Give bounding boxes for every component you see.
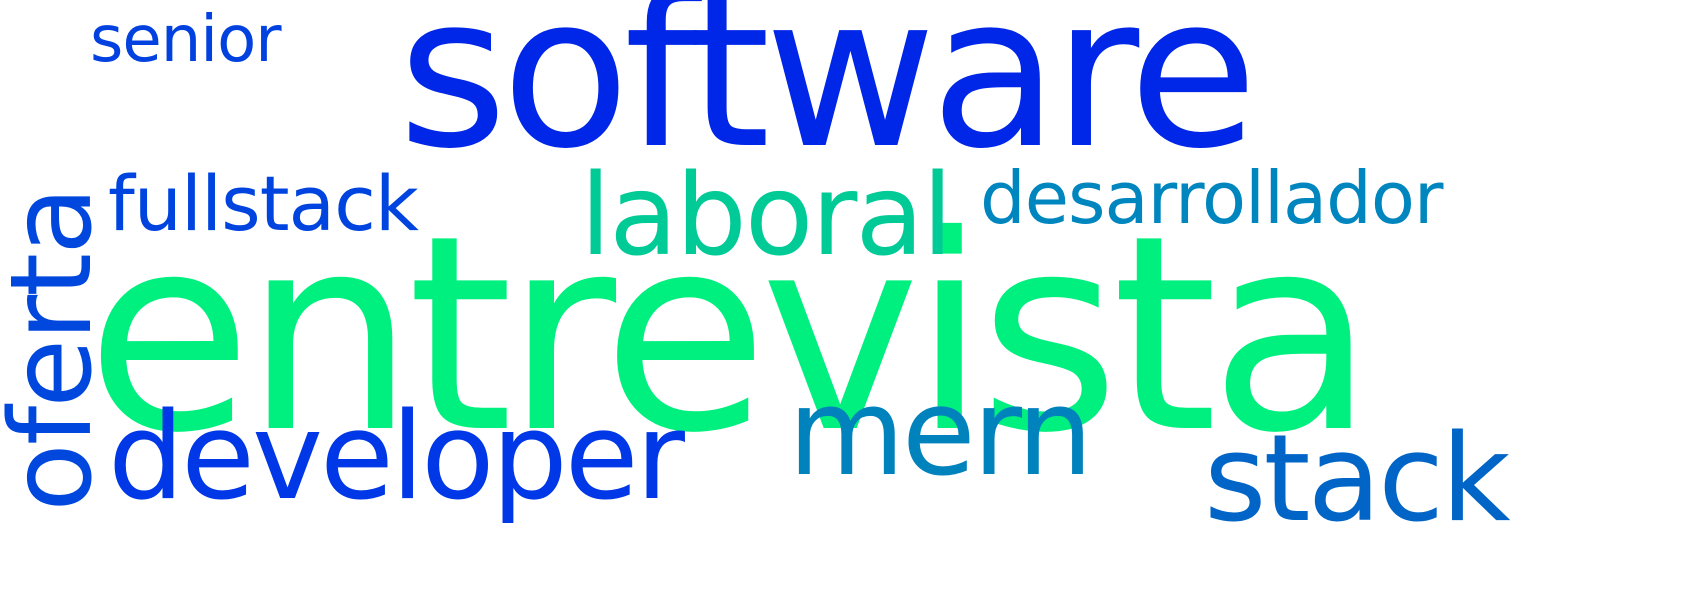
word-entrevista: entrevista <box>86 177 1375 492</box>
word-developer: developer <box>108 388 685 527</box>
word-stack: stack <box>1204 410 1511 549</box>
word-desarrollador: desarrollador <box>980 156 1444 240</box>
word-mern: mern <box>788 364 1093 503</box>
word-laboral: laboral <box>580 151 953 281</box>
word-senior: senior <box>90 3 282 77</box>
word-software: software <box>398 0 1258 195</box>
word-oferta: oferta <box>0 188 117 512</box>
word-fullstack: fullstack <box>108 159 419 248</box>
